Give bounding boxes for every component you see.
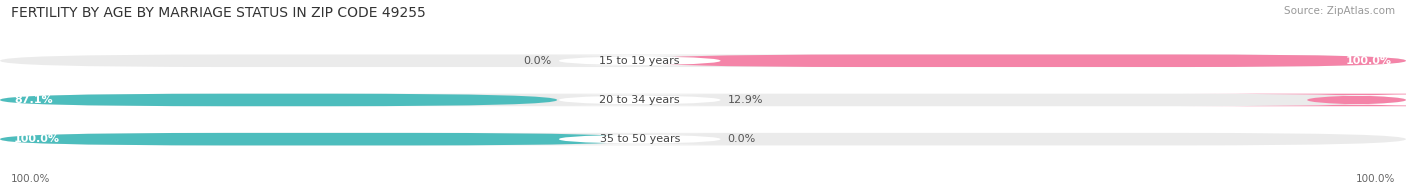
FancyBboxPatch shape [530,95,751,105]
FancyBboxPatch shape [0,133,640,145]
FancyBboxPatch shape [0,54,1406,67]
Text: 35 to 50 years: 35 to 50 years [599,134,681,144]
FancyBboxPatch shape [0,94,1406,106]
Text: 0.0%: 0.0% [523,56,551,66]
Text: 87.1%: 87.1% [14,95,52,105]
Text: 100.0%: 100.0% [1355,174,1395,184]
Text: 15 to 19 years: 15 to 19 years [599,56,681,66]
Text: 0.0%: 0.0% [728,134,756,144]
Text: Source: ZipAtlas.com: Source: ZipAtlas.com [1284,6,1395,16]
Text: 100.0%: 100.0% [14,134,60,144]
FancyBboxPatch shape [0,133,1406,145]
FancyBboxPatch shape [1181,94,1406,106]
Text: 12.9%: 12.9% [728,95,763,105]
FancyBboxPatch shape [530,134,751,144]
FancyBboxPatch shape [0,94,557,106]
Text: 100.0%: 100.0% [11,174,51,184]
FancyBboxPatch shape [530,55,751,66]
Text: 100.0%: 100.0% [1346,56,1392,66]
Text: 20 to 34 years: 20 to 34 years [599,95,681,105]
Text: FERTILITY BY AGE BY MARRIAGE STATUS IN ZIP CODE 49255: FERTILITY BY AGE BY MARRIAGE STATUS IN Z… [11,6,426,20]
FancyBboxPatch shape [640,54,1406,67]
